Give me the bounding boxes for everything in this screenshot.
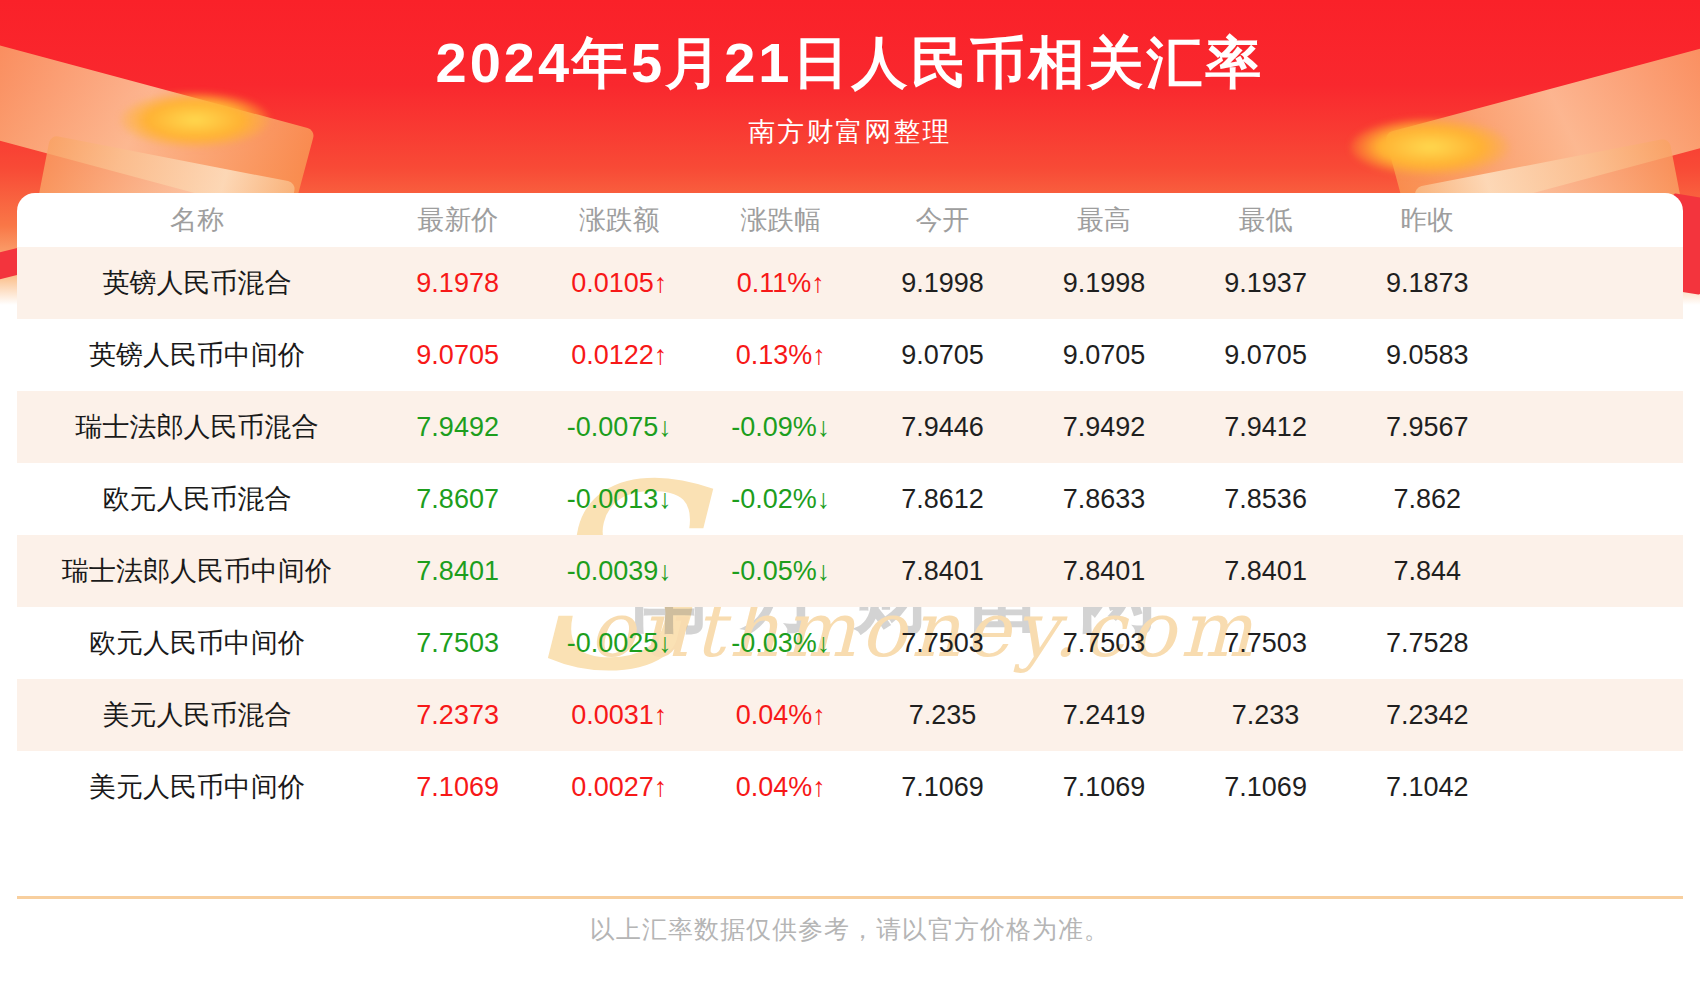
column-header-high: 最高 <box>1023 193 1185 247</box>
cell-prev: 7.7528 <box>1346 607 1508 679</box>
cell-pct: -0.03%↓ <box>700 607 862 679</box>
cell-low: 9.1937 <box>1185 247 1347 319</box>
cell-filler <box>1508 535 1683 607</box>
cell-change: -0.0025↓ <box>538 607 700 679</box>
cell-name: 瑞士法郎人民币混合 <box>17 391 377 463</box>
cell-change: 0.0122↑ <box>538 319 700 391</box>
cell-change: 0.0105↑ <box>538 247 700 319</box>
cell-low: 9.0705 <box>1185 319 1347 391</box>
cell-filler <box>1508 391 1683 463</box>
page-subtitle: 南方财富网整理 <box>0 114 1700 150</box>
cell-open: 7.7503 <box>862 607 1024 679</box>
cell-name: 英镑人民币中间价 <box>17 319 377 391</box>
cell-low: 7.8401 <box>1185 535 1347 607</box>
rates-card: S 南方财富网 outhmoney.com 名称 最新价 涨跌额 涨跌幅 今开 … <box>17 193 1683 1000</box>
cell-prev: 9.1873 <box>1346 247 1508 319</box>
column-header-change: 涨跌额 <box>538 193 700 247</box>
cell-name: 美元人民币中间价 <box>17 751 377 823</box>
column-header-name: 名称 <box>17 193 377 247</box>
exchange-rates-table: 名称 最新价 涨跌额 涨跌幅 今开 最高 最低 昨收 英镑人民币混合 9.197… <box>17 193 1683 823</box>
cell-pct: -0.02%↓ <box>700 463 862 535</box>
cell-last: 7.9492 <box>377 391 539 463</box>
disclaimer-text: 以上汇率数据仅供参考，请以官方价格为准。 <box>17 913 1683 946</box>
table-row: 美元人民币混合 7.2373 0.0031↑ 0.04%↑ 7.235 7.24… <box>17 679 1683 751</box>
cell-filler <box>1508 751 1683 823</box>
column-header-filler <box>1508 193 1683 247</box>
cell-filler <box>1508 319 1683 391</box>
cell-prev: 7.1042 <box>1346 751 1508 823</box>
cell-open: 7.8612 <box>862 463 1024 535</box>
cell-last: 7.2373 <box>377 679 539 751</box>
table-row: 欧元人民币中间价 7.7503 -0.0025↓ -0.03%↓ 7.7503 … <box>17 607 1683 679</box>
cell-low: 7.9412 <box>1185 391 1347 463</box>
cell-low: 7.7503 <box>1185 607 1347 679</box>
cell-last: 7.1069 <box>377 751 539 823</box>
cell-pct: -0.05%↓ <box>700 535 862 607</box>
cell-last: 9.1978 <box>377 247 539 319</box>
column-header-low: 最低 <box>1185 193 1347 247</box>
cell-pct: -0.09%↓ <box>700 391 862 463</box>
cell-pct: 0.04%↑ <box>700 751 862 823</box>
cell-last: 7.8401 <box>377 535 539 607</box>
cell-filler <box>1508 463 1683 535</box>
table-row: 美元人民币中间价 7.1069 0.0027↑ 0.04%↑ 7.1069 7.… <box>17 751 1683 823</box>
cell-prev: 7.862 <box>1346 463 1508 535</box>
column-header-open: 今开 <box>862 193 1024 247</box>
cell-change: 0.0031↑ <box>538 679 700 751</box>
cell-change: -0.0075↓ <box>538 391 700 463</box>
cell-high: 7.9492 <box>1023 391 1185 463</box>
cell-name: 欧元人民币中间价 <box>17 607 377 679</box>
cell-open: 7.1069 <box>862 751 1024 823</box>
cell-name: 美元人民币混合 <box>17 679 377 751</box>
column-header-last: 最新价 <box>377 193 539 247</box>
column-header-prev: 昨收 <box>1346 193 1508 247</box>
cell-filler <box>1508 607 1683 679</box>
cell-high: 7.7503 <box>1023 607 1185 679</box>
cell-prev: 7.2342 <box>1346 679 1508 751</box>
cell-high: 9.1998 <box>1023 247 1185 319</box>
cell-low: 7.1069 <box>1185 751 1347 823</box>
cell-last: 9.0705 <box>377 319 539 391</box>
cell-pct: 0.04%↑ <box>700 679 862 751</box>
cell-pct: 0.11%↑ <box>700 247 862 319</box>
table-row: 瑞士法郎人民币混合 7.9492 -0.0075↓ -0.09%↓ 7.9446… <box>17 391 1683 463</box>
cell-change: -0.0039↓ <box>538 535 700 607</box>
cell-pct: 0.13%↑ <box>700 319 862 391</box>
cell-low: 7.8536 <box>1185 463 1347 535</box>
column-header-pct: 涨跌幅 <box>700 193 862 247</box>
cell-high: 7.2419 <box>1023 679 1185 751</box>
cell-change: -0.0013↓ <box>538 463 700 535</box>
cell-change: 0.0027↑ <box>538 751 700 823</box>
table-row: 英镑人民币中间价 9.0705 0.0122↑ 0.13%↑ 9.0705 9.… <box>17 319 1683 391</box>
cell-filler <box>1508 247 1683 319</box>
cell-last: 7.7503 <box>377 607 539 679</box>
cell-high: 7.1069 <box>1023 751 1185 823</box>
cell-low: 7.233 <box>1185 679 1347 751</box>
cell-high: 7.8401 <box>1023 535 1185 607</box>
cell-prev: 7.9567 <box>1346 391 1508 463</box>
cell-name: 英镑人民币混合 <box>17 247 377 319</box>
cell-name: 欧元人民币混合 <box>17 463 377 535</box>
cell-open: 9.1998 <box>862 247 1024 319</box>
table-header-row: 名称 最新价 涨跌额 涨跌幅 今开 最高 最低 昨收 <box>17 193 1683 247</box>
cell-high: 9.0705 <box>1023 319 1185 391</box>
cell-filler <box>1508 679 1683 751</box>
cell-open: 7.8401 <box>862 535 1024 607</box>
footer-divider <box>17 896 1683 899</box>
cell-last: 7.8607 <box>377 463 539 535</box>
cell-high: 7.8633 <box>1023 463 1185 535</box>
cell-open: 7.9446 <box>862 391 1024 463</box>
table-row: 英镑人民币混合 9.1978 0.0105↑ 0.11%↑ 9.1998 9.1… <box>17 247 1683 319</box>
cell-open: 9.0705 <box>862 319 1024 391</box>
cell-open: 7.235 <box>862 679 1024 751</box>
cell-prev: 9.0583 <box>1346 319 1508 391</box>
cell-name: 瑞士法郎人民币中间价 <box>17 535 377 607</box>
cell-prev: 7.844 <box>1346 535 1508 607</box>
page-title: 2024年5月21日人民币相关汇率 <box>0 26 1700 102</box>
table-row: 瑞士法郎人民币中间价 7.8401 -0.0039↓ -0.05%↓ 7.840… <box>17 535 1683 607</box>
table-row: 欧元人民币混合 7.8607 -0.0013↓ -0.02%↓ 7.8612 7… <box>17 463 1683 535</box>
